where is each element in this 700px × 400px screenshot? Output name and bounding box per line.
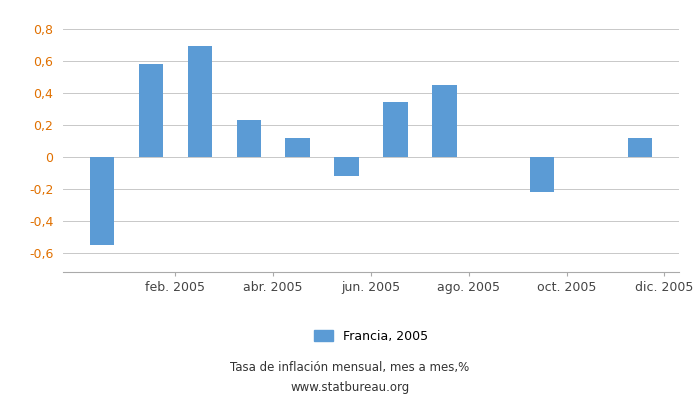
Legend: Francia, 2005: Francia, 2005 [309, 325, 433, 348]
Bar [139, 64, 163, 157]
Bar [432, 85, 456, 157]
Bar [383, 102, 407, 157]
Bar [530, 157, 554, 192]
Bar [188, 46, 212, 157]
Text: Tasa de inflación mensual, mes a mes,%: Tasa de inflación mensual, mes a mes,% [230, 362, 470, 374]
Bar [237, 120, 261, 157]
Bar [628, 138, 652, 157]
Bar [335, 157, 359, 176]
Bar [90, 157, 114, 245]
Text: www.statbureau.org: www.statbureau.org [290, 382, 410, 394]
Bar [286, 138, 310, 157]
